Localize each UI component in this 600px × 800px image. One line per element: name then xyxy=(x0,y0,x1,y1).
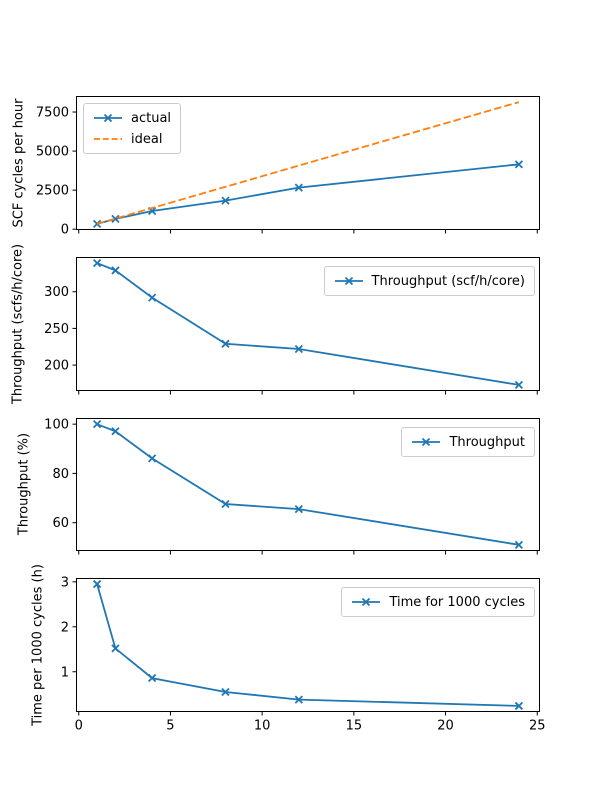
y-tick-label: 80 xyxy=(52,467,69,482)
y-tick-label: 7500 xyxy=(36,106,69,121)
data-point-x-marker xyxy=(111,644,120,653)
data-point-x-marker xyxy=(294,344,303,354)
data-point-x-marker xyxy=(92,258,102,268)
y-tick-label: 250 xyxy=(44,322,69,337)
ylabel-time-per-1000-cycles: Time per 1000 cycles (h) xyxy=(30,564,46,726)
y-tick-label: 5000 xyxy=(36,145,69,160)
x-tick-label: 0 xyxy=(75,719,83,734)
legend: actual ideal xyxy=(83,103,182,154)
legend: Time for 1000 cycles xyxy=(341,587,535,617)
legend-label: Throughput (scf/h/core) xyxy=(371,273,525,289)
axes-frame xyxy=(76,578,540,712)
legend-entry: Throughput xyxy=(411,432,525,452)
ylabel-scf-cycles-per-hour: SCF cycles per hour xyxy=(11,98,27,228)
y-tick-label: 60 xyxy=(52,516,69,531)
data-point-x-marker xyxy=(92,420,102,429)
x-tick-label: 20 xyxy=(437,719,454,734)
series-throughput-scf-h-core xyxy=(96,262,520,386)
y-tick-label: 1 xyxy=(61,665,69,680)
data-point-x-marker xyxy=(514,380,524,390)
y-tick-label: 200 xyxy=(44,359,69,374)
data-point-x-marker xyxy=(221,339,230,348)
data-point-x-marker xyxy=(294,504,303,514)
data-point-x-marker xyxy=(514,540,524,549)
legend-label: Throughput xyxy=(449,434,525,450)
y-tick-label: 100 xyxy=(44,418,69,433)
legend: Throughput xyxy=(401,427,535,457)
ylabel-throughput-percent: Throughput (%) xyxy=(16,432,32,536)
data-point-x-marker xyxy=(514,701,524,711)
line-x-marker-sample-icon xyxy=(334,276,363,286)
data-point-x-marker xyxy=(92,579,102,589)
y-tick-label: 300 xyxy=(44,285,69,300)
axes-frame xyxy=(76,96,540,230)
series-throughput xyxy=(96,423,520,546)
legend-label: ideal xyxy=(131,131,163,147)
series-actual xyxy=(96,163,519,225)
y-tick-label: 2500 xyxy=(36,184,69,199)
data-point-x-marker xyxy=(221,499,230,509)
dashed-line-sample-icon xyxy=(94,138,122,140)
legend-entry: actual xyxy=(93,108,171,128)
legend-entry: ideal xyxy=(93,129,171,149)
x-tick-label: 5 xyxy=(166,719,174,734)
axes-frame xyxy=(76,257,540,391)
legend-label: Time for 1000 cycles xyxy=(389,594,525,610)
data-point-x-marker xyxy=(221,196,230,205)
data-point-x-marker xyxy=(294,695,303,704)
data-point-x-marker xyxy=(147,293,157,302)
data-point-x-marker xyxy=(92,219,102,229)
legend-label: actual xyxy=(131,110,172,126)
y-tick-label: 2 xyxy=(61,620,69,635)
series-ideal xyxy=(96,101,520,225)
data-point-x-marker xyxy=(111,427,120,436)
line-x-marker-sample-icon xyxy=(94,113,122,123)
data-point-x-marker xyxy=(147,673,157,683)
legend: Throughput (scf/h/core) xyxy=(323,266,535,296)
series-time-for-1000-cycles xyxy=(96,583,519,707)
y-tick-label: 3 xyxy=(61,575,69,590)
data-point-x-marker xyxy=(514,160,524,169)
data-point-x-marker xyxy=(221,687,230,697)
legend-entry: Throughput (scf/h/core) xyxy=(334,271,525,291)
line-x-marker-sample-icon xyxy=(352,597,381,607)
x-tick-label: 15 xyxy=(346,719,363,734)
data-point-x-marker xyxy=(294,183,303,192)
y-tick-label: 0 xyxy=(61,223,69,238)
data-point-x-marker xyxy=(111,214,120,224)
x-tick-label: 25 xyxy=(529,719,546,734)
x-tick-label: 10 xyxy=(254,719,271,734)
data-point-x-marker xyxy=(111,266,120,275)
line-x-marker-sample-icon xyxy=(412,437,441,447)
legend-entry: Time for 1000 cycles xyxy=(351,592,525,612)
ylabel-throughput-per-core: Throughput (scfs/h/core) xyxy=(10,243,26,405)
data-point-x-marker xyxy=(147,454,157,463)
axes-frame xyxy=(76,418,540,551)
